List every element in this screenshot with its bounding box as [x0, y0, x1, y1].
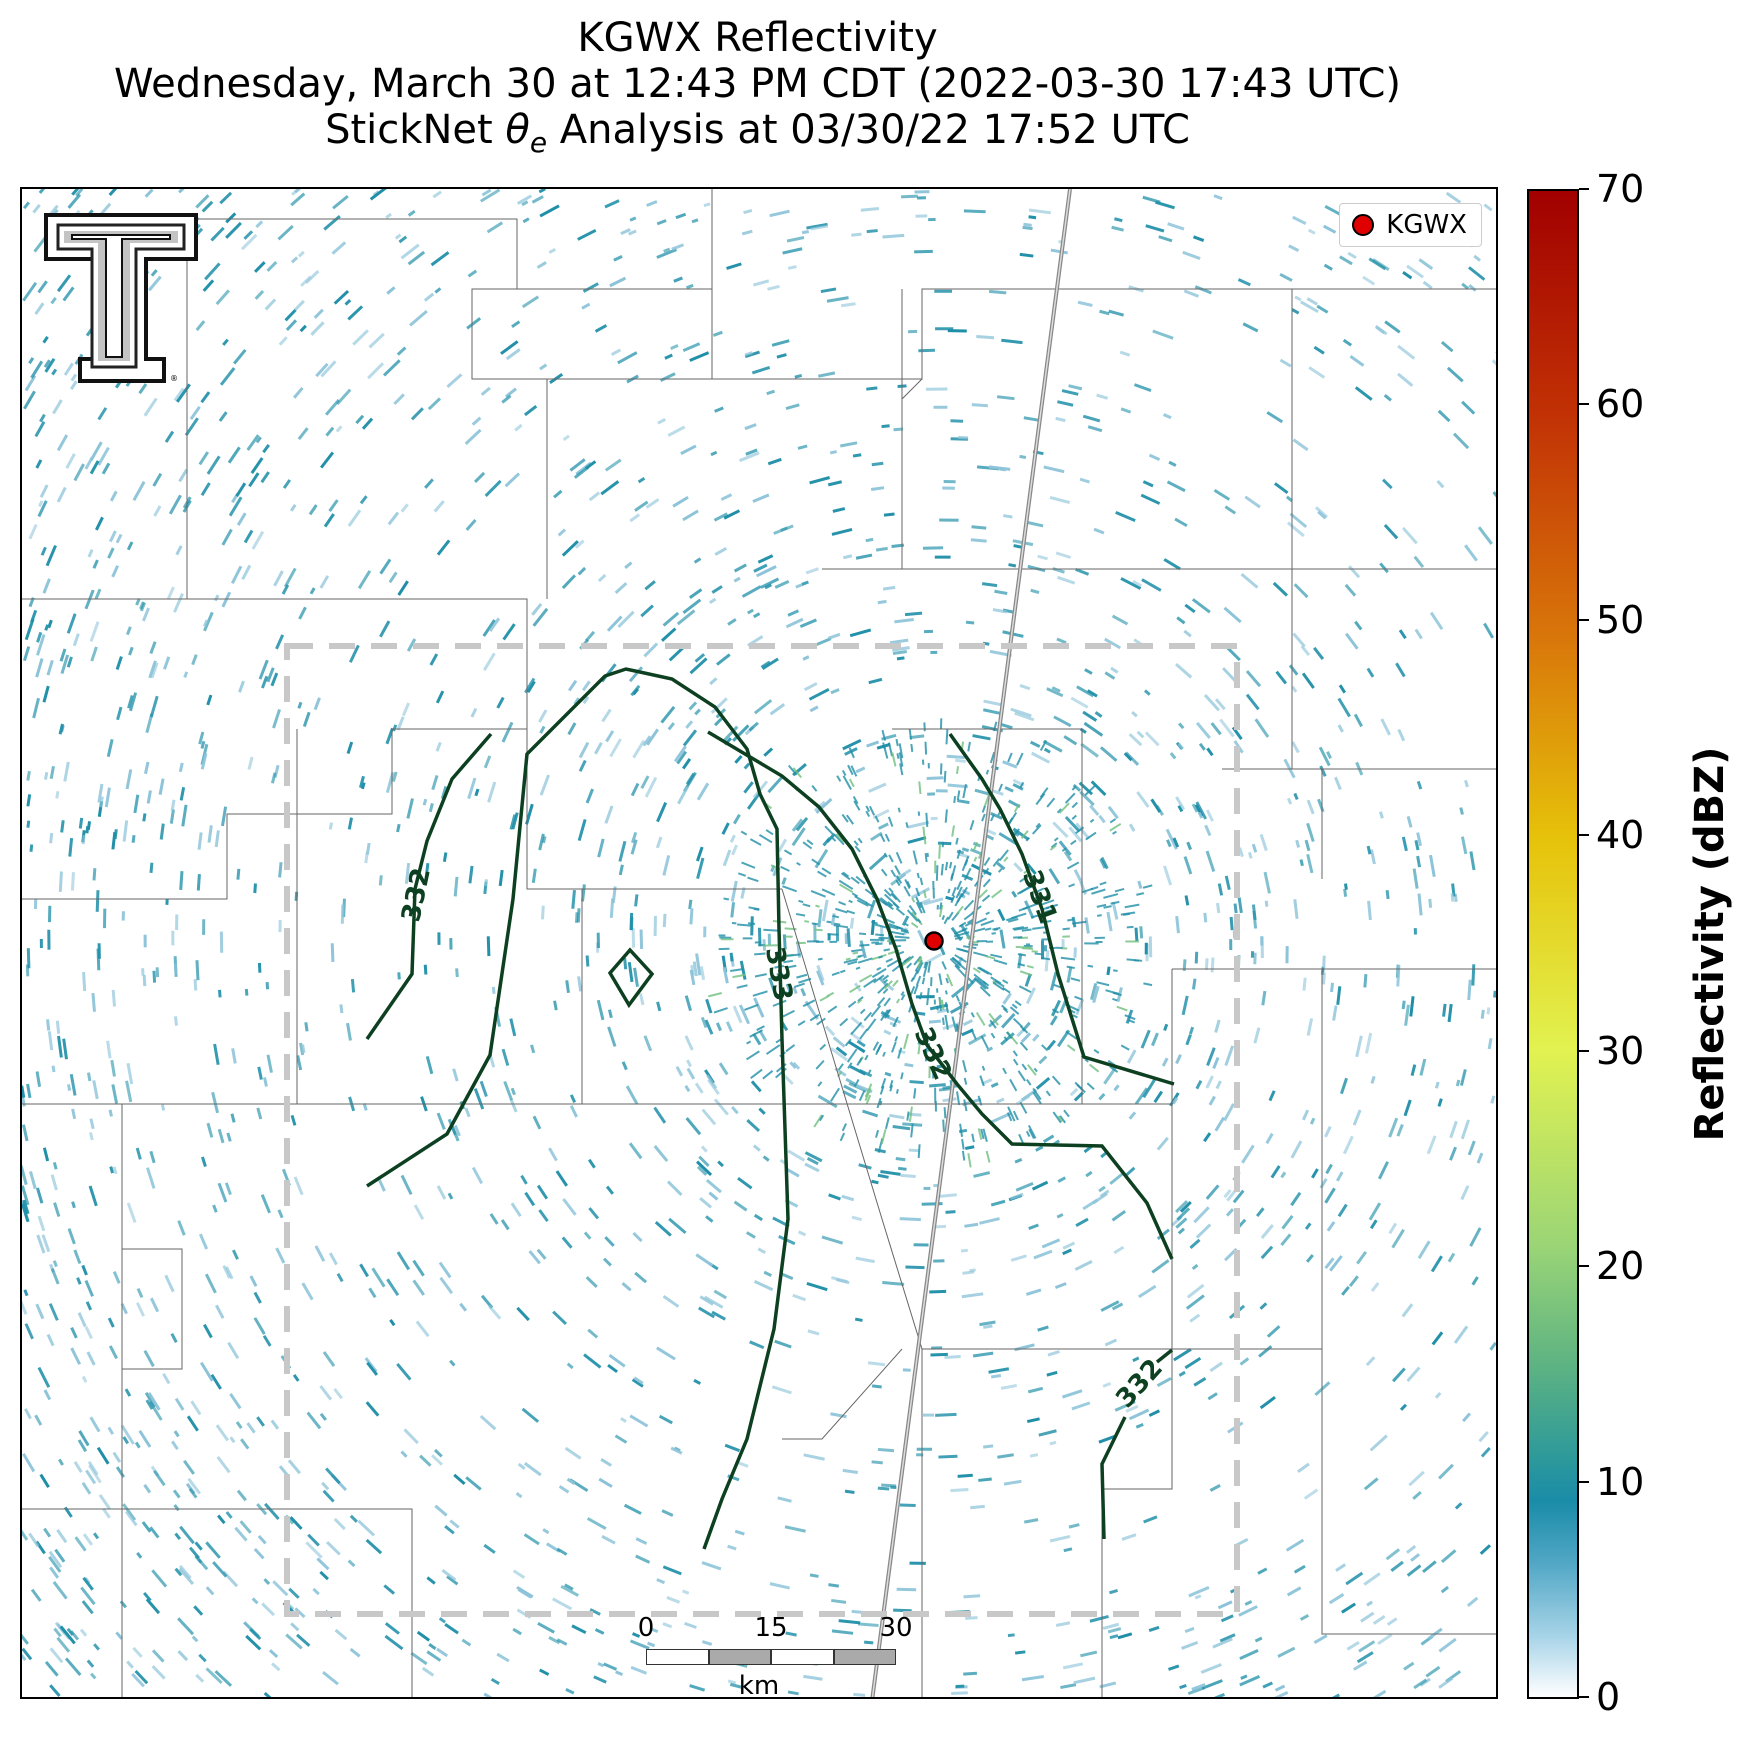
colorbar-title: Reflectivity (dBZ): [1687, 746, 1733, 1142]
legend-label: KGWX: [1386, 210, 1467, 240]
title-line-3: StickNet θe Analysis at 03/30/22 17:52 U…: [0, 107, 1515, 166]
scale-segment-1: [646, 1649, 709, 1665]
colorbar-tick-label: 70: [1596, 167, 1645, 211]
colorbar-tick-label: 30: [1596, 1028, 1645, 1073]
county-boundaries: [22, 189, 1496, 1697]
colorbar-tick-label: 0: [1596, 1675, 1621, 1719]
contour-333-diamond: [607, 947, 655, 1009]
contour-332-west: [365, 732, 493, 1040]
title-line-1: KGWX Reflectivity: [577, 15, 938, 61]
colorbar-tick-mark: [1579, 834, 1589, 837]
colorbar-tick-label: 60: [1596, 382, 1645, 427]
title-line-3-prefix: StickNet: [325, 107, 506, 153]
analysis-domain-box: [284, 643, 1240, 1617]
title-line-3-suffix: Analysis at 03/30/22 17:52 UTC: [547, 107, 1190, 153]
scale-segment-3: [771, 1649, 834, 1665]
colorbar-tick-label: 20: [1596, 1244, 1645, 1289]
colorbar-tick-mark: [1579, 188, 1589, 190]
theta-subscript: e: [529, 126, 548, 159]
contour-label: 331: [1016, 866, 1063, 927]
contour-331-east: [948, 732, 1175, 1086]
colorbar-tick-mark: [1579, 403, 1589, 406]
title-line-2: Wednesday, March 30 at 12:43 PM CDT (202…: [113, 61, 1402, 107]
highway: [870, 189, 1072, 1697]
colorbar-tick-label: 40: [1596, 813, 1645, 858]
colorbar-tick-mark: [1579, 1480, 1589, 1483]
kgwx-radar-site-marker[interactable]: [924, 931, 944, 951]
colorbar-tick-mark: [1579, 618, 1589, 621]
svg-text:®: ®: [170, 374, 178, 383]
scale-label-0: 0: [637, 1613, 655, 1643]
colorbar-tick-mark: [1579, 1049, 1589, 1052]
distance-scale-bar: 0 15 30 km: [634, 1613, 913, 1697]
reflectivity-echoes: [22, 189, 1496, 1697]
colorbar-tick-mark: [1579, 1696, 1589, 1698]
scale-label-15: 15: [754, 1613, 788, 1643]
radar-map[interactable]: 332 333 332 331 332 ® KGWX 0 15 30: [20, 187, 1498, 1699]
theta-e-contours: [365, 667, 1175, 1550]
contour-label: 333: [759, 945, 798, 1004]
theta-symbol: θ: [505, 107, 530, 153]
colorbar-tick-label: 50: [1596, 597, 1645, 642]
scale-segment-2: [709, 1649, 771, 1665]
reflectivity-colorbar: [1527, 189, 1579, 1699]
scale-segment-4: [834, 1649, 896, 1665]
contour-333-loop: [366, 667, 790, 1550]
contour-332-southeast: [1100, 1348, 1174, 1540]
texas-tech-logo: ®: [42, 209, 202, 389]
colorbar-tick-mark: [1579, 1265, 1589, 1268]
scale-label-30: 30: [879, 1613, 913, 1643]
contour-label: 332: [908, 1023, 957, 1085]
contour-label: 332: [396, 865, 437, 924]
kgwx-legend-marker: [1352, 214, 1375, 236]
scale-unit: km: [738, 1671, 780, 1699]
map-legend: KGWX: [1339, 203, 1482, 247]
colorbar-tick-label: 10: [1596, 1459, 1645, 1504]
contour-332-center: [707, 730, 1174, 1260]
